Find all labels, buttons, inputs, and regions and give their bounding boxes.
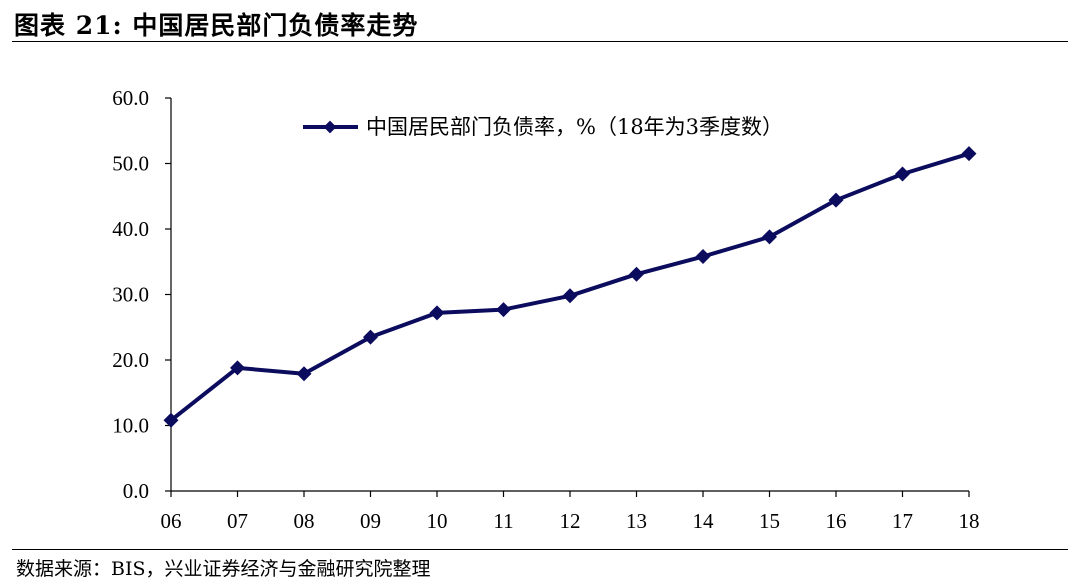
data-point [230, 360, 245, 376]
x-tick-label: 09 [360, 509, 381, 533]
source-note: 数据来源：BIS，兴业证券经济与金融研究院整理 [16, 558, 431, 580]
data-point [163, 412, 179, 428]
x-tick-label: 08 [294, 509, 315, 533]
data-point [562, 288, 578, 304]
y-tick-label: 60.0 [112, 86, 149, 110]
title-rule [12, 41, 1068, 42]
y-tick-label: 10.0 [112, 414, 149, 438]
x-tick-label: 07 [227, 509, 248, 533]
legend-label: 中国居民部门负债率，%（18年为3季度数） [366, 115, 783, 139]
chart-title: 图表 21: 中国居民部门负债率走势 [14, 11, 419, 40]
data-point [629, 266, 644, 282]
data-point [296, 366, 312, 382]
data-point [961, 146, 977, 162]
x-tick-label: 10 [427, 509, 448, 533]
x-tick-label: 06 [161, 509, 182, 533]
y-tick-label: 50.0 [112, 152, 149, 176]
data-point [363, 329, 378, 345]
data-point [762, 229, 777, 245]
data-point [895, 166, 910, 182]
x-tick-label: 18 [959, 509, 980, 533]
x-tick-label: 16 [826, 509, 847, 533]
x-tick-label: 12 [560, 509, 581, 533]
x-tick-label: 14 [693, 509, 715, 533]
y-tick-label: 40.0 [112, 217, 149, 241]
data-point [828, 192, 844, 208]
data-point [695, 249, 711, 265]
y-tick-label: 0.0 [123, 479, 149, 503]
source-rule [12, 549, 1068, 550]
y-tick-label: 30.0 [112, 283, 149, 307]
y-tick-label: 20.0 [112, 348, 149, 372]
series-line [169, 151, 970, 422]
legend-marker [323, 120, 337, 134]
x-tick-label: 13 [626, 509, 647, 533]
x-tick-label: 15 [759, 509, 780, 533]
x-tick-label: 11 [493, 509, 513, 533]
data-point [496, 302, 511, 318]
x-tick-label: 17 [892, 509, 913, 533]
data-point [429, 305, 445, 321]
